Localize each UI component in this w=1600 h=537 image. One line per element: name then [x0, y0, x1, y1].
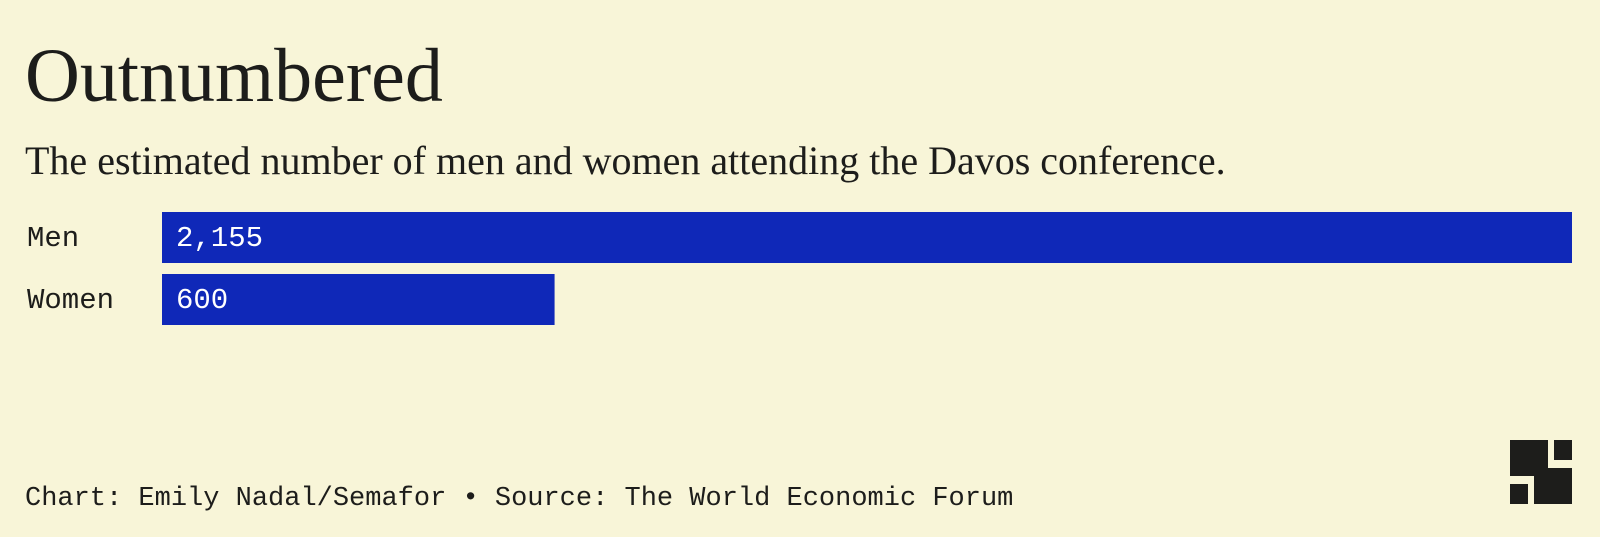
chart-subtitle: The estimated number of men and women at…: [25, 138, 1226, 183]
category-label: Women: [27, 284, 114, 317]
logo-mark: [1510, 440, 1572, 504]
logo-mark: [1554, 440, 1572, 460]
logo: [1510, 440, 1572, 504]
source-note: Chart: Emily Nadal/Semafor • Source: The…: [25, 484, 1013, 514]
bar: [162, 274, 555, 325]
value-label: 600: [176, 284, 228, 317]
bar: [162, 212, 1572, 263]
chart-title: Outnumbered: [25, 34, 443, 118]
logo-mark: [1510, 484, 1528, 504]
category-label: Men: [27, 222, 79, 255]
value-label: 2,155: [176, 222, 263, 255]
